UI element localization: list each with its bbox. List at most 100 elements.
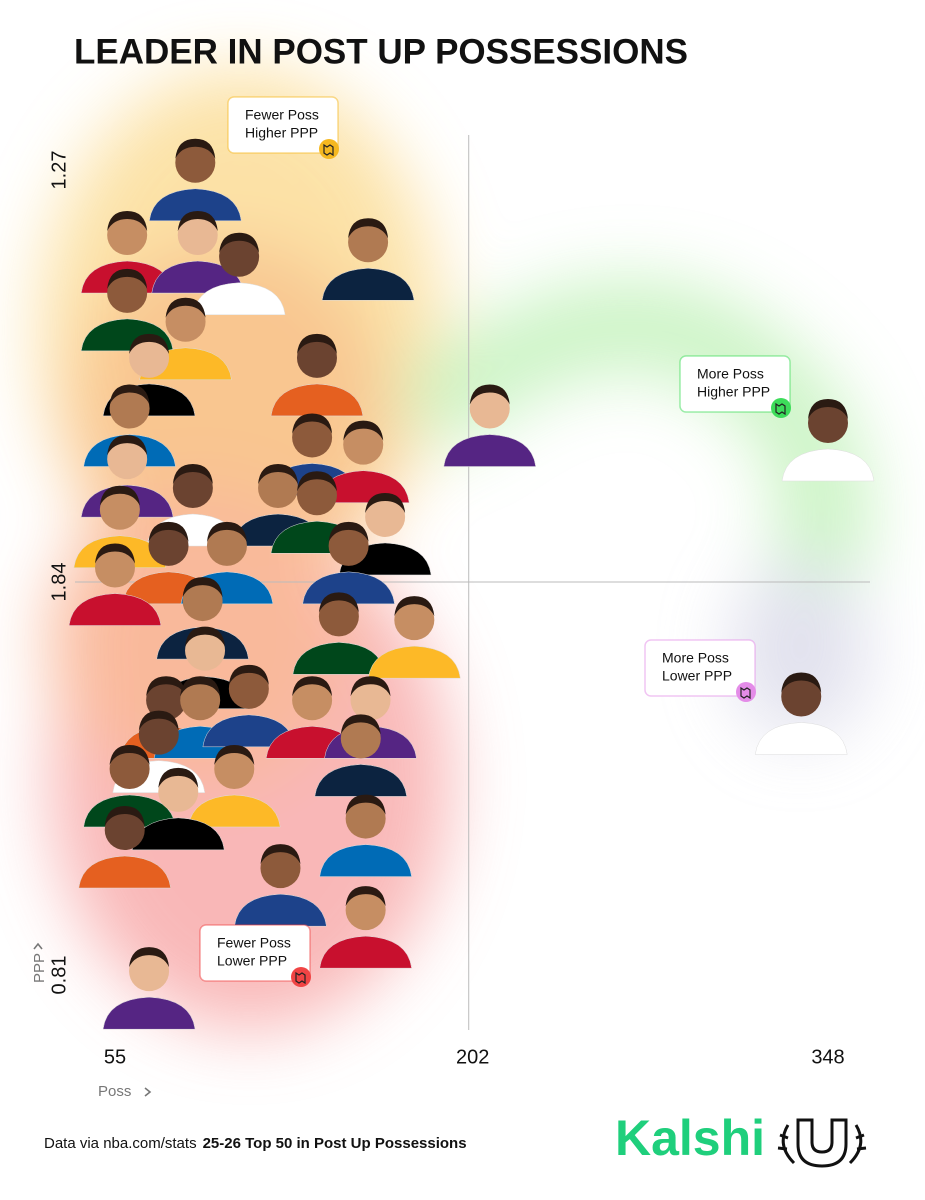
player-head — [328, 525, 369, 566]
player — [781, 398, 875, 482]
player — [234, 844, 327, 927]
player-head — [214, 748, 255, 789]
player-hair — [180, 676, 221, 697]
x-tick-label: 348 — [811, 1046, 844, 1068]
player-hair — [214, 744, 255, 765]
player — [187, 744, 281, 828]
quadrant-icon-glyph — [740, 686, 751, 700]
player-shoulders — [781, 448, 875, 482]
player — [149, 138, 242, 222]
player-head — [343, 424, 384, 465]
player-hair — [394, 596, 435, 617]
player-head — [148, 525, 189, 566]
player-head — [292, 417, 333, 458]
player — [314, 714, 408, 797]
quadrant-box — [679, 355, 791, 413]
player-hair — [340, 714, 381, 735]
player-head — [180, 680, 221, 721]
player-hair — [109, 384, 150, 405]
player — [151, 211, 245, 294]
player-head — [345, 890, 386, 931]
player-head — [104, 810, 145, 851]
player-hair — [219, 232, 260, 253]
player-head — [182, 581, 223, 622]
player-hair — [808, 398, 848, 419]
player-hair — [172, 464, 213, 485]
player-hair — [104, 806, 145, 827]
quadrant-box — [227, 96, 339, 154]
player-hair — [258, 464, 299, 485]
y-tick-label: 1.27 — [48, 151, 70, 190]
player-shoulders — [149, 188, 242, 222]
player-head — [165, 301, 206, 342]
player-hair — [318, 592, 359, 613]
player-shoulders — [270, 383, 364, 417]
source: Data via nba.com/stats 25-26 Top 50 in Po… — [44, 1135, 467, 1152]
quadrant-text: Lower PPP — [217, 953, 287, 969]
quadrant-icon-glyph — [295, 971, 306, 985]
quadrant-icon-glyph — [323, 143, 334, 157]
player-head — [219, 236, 260, 277]
player-hair — [148, 521, 189, 542]
quadrant-label: Fewer Poss Higher PPP — [227, 96, 339, 159]
quadrant-text: Higher PPP — [245, 125, 318, 141]
player-shoulders — [319, 844, 412, 877]
player-shoulders — [319, 935, 412, 969]
quadrant-text: Higher PPP — [697, 384, 770, 400]
y-axis-arrow — [33, 942, 43, 950]
player-head — [781, 676, 822, 717]
player-shoulders — [68, 593, 162, 626]
quadrant-icon — [771, 398, 791, 418]
player — [192, 232, 286, 315]
quadrant-icon — [291, 967, 311, 987]
player-head — [318, 596, 359, 637]
player-hair — [348, 218, 389, 239]
quadrant-label: More Poss Lower PPP — [644, 639, 756, 702]
player-hair — [107, 211, 148, 232]
player-hair — [129, 333, 170, 354]
quadrant-label: Fewer Poss Lower PPP — [199, 924, 311, 987]
player — [443, 384, 537, 467]
player — [68, 543, 162, 626]
quadrant-text: Lower PPP — [662, 668, 732, 684]
player — [78, 806, 172, 889]
player-head — [95, 547, 135, 588]
player-head — [350, 680, 391, 721]
x-axis-label: Poss — [98, 1083, 131, 1100]
player-head — [292, 680, 333, 721]
player — [302, 521, 395, 605]
player-hair — [260, 844, 301, 865]
player — [270, 333, 364, 417]
player-head — [296, 475, 337, 516]
player-head — [129, 951, 170, 992]
player-hair — [109, 744, 150, 765]
player-head — [394, 600, 435, 641]
quadrant-icon — [319, 139, 339, 159]
brand: Kalshi — [615, 1110, 765, 1166]
player-hair — [345, 886, 386, 907]
player-head — [146, 680, 187, 721]
y-axis-label: PPP — [31, 953, 48, 983]
quadrant-text: Fewer Poss — [217, 935, 291, 951]
player-head — [107, 439, 148, 480]
u-logo — [777, 1118, 867, 1168]
quadrant-text: More Poss — [697, 366, 764, 382]
player-head — [228, 668, 269, 709]
player-hair — [469, 384, 510, 405]
source-text: Data via nba.com/stats — [44, 1135, 197, 1152]
quadrant-icon — [736, 682, 756, 702]
player-head — [172, 468, 213, 509]
player-hair — [206, 521, 247, 542]
player-head — [109, 748, 150, 789]
source-bold: 25-26 Top 50 in Post Up Possessions — [203, 1135, 467, 1152]
player — [321, 218, 415, 301]
player-hair — [365, 492, 406, 513]
player-head — [158, 771, 199, 812]
player-shoulders — [192, 282, 286, 315]
player-hair — [175, 138, 216, 159]
player-head — [175, 142, 216, 183]
player-hair — [158, 767, 199, 788]
player-shoulders — [368, 645, 461, 679]
player-hair — [296, 471, 337, 492]
player-hair — [182, 577, 223, 598]
